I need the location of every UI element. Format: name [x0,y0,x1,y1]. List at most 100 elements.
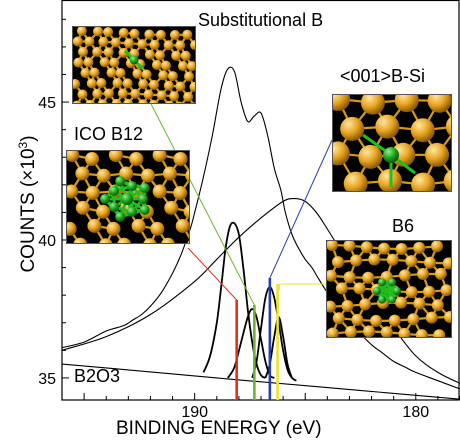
substitutional-atom-45 [167,71,178,82]
ico-atom-18 [75,200,90,215]
ico-atom-41 [100,194,110,204]
substitutional-atom-37 [187,61,195,72]
series-line-4 [227,308,275,379]
bsi-atom-8 [333,141,350,166]
substitutional-atom-68 [97,99,108,103]
b6-atom-30 [359,298,372,311]
substitutional-atom-29 [83,57,94,68]
ico-atom-42 [109,186,120,197]
b6-atom-3 [378,242,391,255]
substitutional-atom-48 [86,78,97,89]
annotation-substitutional-b: Substitutional B [198,10,324,30]
substitutional-atom-39 [89,67,100,78]
substitutional-atom-36 [177,61,188,72]
substitutional-atom-71 [138,99,148,103]
b6-atom-51 [378,295,386,304]
ico-atom-16 [152,184,167,199]
b6-atom-5 [413,241,426,254]
b6-atom-4 [395,242,408,255]
substitutional-atom-24 [144,49,155,60]
b6-atom-45 [380,326,393,337]
b6-atom-11 [405,255,418,268]
substitutional-atom-49 [96,78,107,89]
ico-atom-5 [173,151,188,166]
ico-atom-12 [67,184,79,199]
substitutional-atom-17 [175,40,186,51]
b6-atom-38 [388,314,401,327]
substitutional-atom-21 [103,47,114,58]
substitutional-atom-75 [193,102,195,103]
substitutional-atom-30 [99,57,110,68]
series-line-3 [202,221,266,379]
b6-atom-50 [388,295,396,304]
y-axis-label-main: COUNTS ( [18,180,40,273]
substitutional-atom-9 [73,36,83,47]
substitutional-atom-53 [148,79,159,90]
substitutional-atom-14 [137,39,148,50]
ico-atom-38 [126,206,137,217]
b6-atom-16 [362,271,375,284]
ico-atom-40 [109,201,120,212]
b6-atom-48 [433,329,446,337]
b6-structure-inset [326,240,452,338]
ico-b12-structure-inset [66,150,190,244]
bsi-atom-4 [340,116,365,141]
substitutional-atom-35 [161,60,172,71]
y-axis-label: COUNTS (×103) [16,135,40,272]
y-axis-label-mult: × [18,169,40,181]
ico-atom-13 [85,185,100,200]
bsi-atom-0 [333,95,351,111]
ico-atom-44 [126,181,137,192]
substitutional-atom-60 [117,88,128,99]
substitutional-atom-13 [123,38,134,49]
substitutional-atom-12 [110,37,121,48]
substitutional-atom-16 [163,40,174,51]
y-tick-label-1: 40 [38,233,56,250]
ico-atom-1 [85,151,100,166]
y-tick-label-0: 35 [38,371,56,388]
annotation-b2o3: B2O3 [74,366,121,386]
b6-atom-52 [373,287,381,295]
b6-atom-35 [332,312,345,325]
axes: 35 40 45 190 180 [38,0,460,421]
b6-atom-34 [431,299,444,312]
b-si-structure-inset [332,94,452,192]
b6-atom-28 [327,300,337,313]
ico-atom-19 [96,204,111,219]
substitutional-atom-50 [112,78,123,89]
substitutional-atom-61 [130,88,141,99]
b6-atom-29 [341,299,354,312]
b6-atom-6 [431,241,444,253]
substitutional-atom-15 [149,39,160,50]
ico-atom-17 [173,185,188,200]
substitutional-atom-76 [129,55,139,65]
substitutional-atom-73 [165,100,174,103]
ico-atom-28 [150,221,165,236]
b6-atom-43 [344,325,357,337]
y-axis-label-exp: 3 [15,141,30,149]
substitutional-atom-46 [184,71,195,82]
ico-atom-46 [121,193,133,205]
substitutional-atom-34 [151,59,162,70]
substitutional-atom-0 [76,27,87,37]
substitutional-atom-56 [189,81,195,92]
substitutional-atom-74 [175,101,183,103]
substitutional-atom-40 [106,67,117,78]
series-line-5 [251,285,297,382]
bsi-atom-2 [394,95,419,113]
substitutional-atom-69 [111,98,122,103]
x-axis-label: BINDING ENERGY (eV) [116,418,322,439]
substitutional-atom-11 [98,36,109,47]
annotation-b6: B6 [392,216,415,236]
b6-atom-42 [327,327,339,337]
ico-atom-35 [187,240,189,243]
b6-atom-26 [423,285,436,298]
ico-atom-43 [115,176,126,187]
substitutional-atom-52 [138,79,149,90]
substitutional-atom-54 [163,80,174,91]
connector-line-1 [149,101,255,306]
bsi-atom-3 [427,95,451,113]
substitutional-atom-18 [190,40,195,51]
x-tick-label-1: 180 [402,404,429,421]
